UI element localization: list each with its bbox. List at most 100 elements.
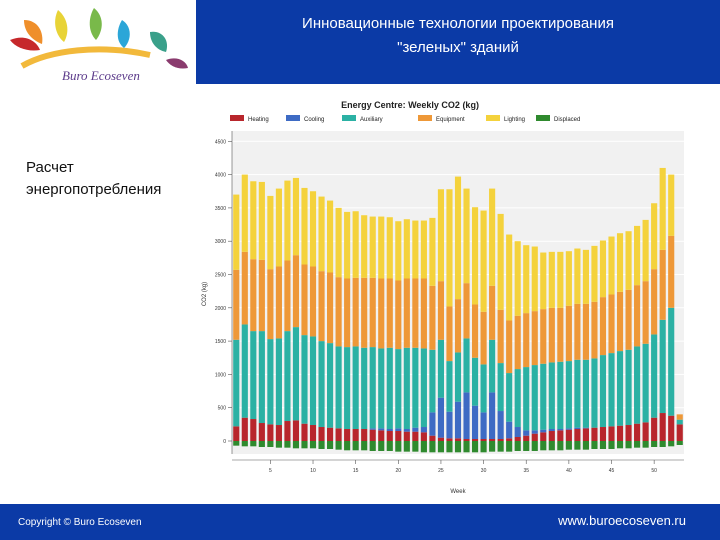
x-tick-label: 10: [310, 468, 316, 474]
bar-lighting-week-42: [582, 249, 589, 304]
bar-heating-week-29: [471, 439, 479, 441]
bar-heating-week-3: [250, 419, 257, 441]
bar-lighting-week-46: [616, 233, 624, 292]
y-axis: 0 500 1000 1500 2000 2500 3000 3500 4000 4500: [215, 131, 233, 454]
bar-auxiliary-week-40: [565, 361, 572, 429]
bar-equipment-week-29: [471, 304, 479, 358]
bar-lighting-week-51: [659, 167, 666, 250]
bar-auxiliary-week-27: [454, 352, 462, 402]
bar-cooling-week-35: [523, 430, 530, 436]
bar-lighting-week-15: [352, 211, 359, 278]
bar-cooling-week-28: [463, 392, 470, 440]
bar-lighting-week-17: [369, 216, 376, 278]
bar-heating-week-48: [634, 423, 641, 441]
left-text: Расчет энергопотребления: [26, 157, 196, 201]
bar-heating-week-47: [625, 425, 632, 441]
bar-heating-week-49: [642, 422, 649, 441]
bar-cooling-week-37: [540, 429, 547, 433]
bar-auxiliary-week-3: [250, 331, 257, 420]
legend-label-auxiliary: Auxiliary: [360, 117, 383, 123]
bar-heating-week-52: [668, 415, 675, 441]
chart: Energy Centre: Weekly CO2 (kg) Heating Co…: [200, 92, 716, 504]
bar-cooling-week-32: [497, 411, 504, 440]
bar-auxiliary-week-44: [599, 355, 607, 428]
bar-auxiliary-week-50: [651, 334, 658, 418]
bar-displaced-week-23: [420, 441, 427, 453]
logo-leaf-green: [89, 8, 102, 40]
bar-auxiliary-week-6: [275, 338, 282, 426]
bar-heating-week-44: [599, 427, 607, 441]
legend-swatch-equipment: [418, 115, 432, 121]
bar-equipment-week-37: [540, 309, 547, 364]
chart-legend: Heating Cooling Auxiliary Equipment Lighting…: [230, 115, 580, 123]
bar-heating-week-42: [582, 428, 589, 441]
bar-equipment-week-2: [241, 251, 248, 325]
bar-auxiliary-week-32: [497, 363, 504, 412]
y-tick-label: 1000: [215, 372, 226, 378]
x-tick-label: 40: [566, 468, 572, 474]
bar-lighting-week-19: [386, 217, 393, 279]
bar-displaced-week-17: [369, 441, 376, 451]
bar-displaced-week-32: [497, 441, 504, 452]
bar-lighting-week-47: [625, 231, 632, 290]
bar-cooling-week-26: [446, 411, 453, 439]
bar-lighting-week-44: [599, 240, 607, 298]
bar-auxiliary-week-46: [616, 351, 624, 426]
bar-heating-week-21: [403, 431, 410, 441]
y-tick-label: 4500: [215, 139, 226, 145]
bar-heating-week-39: [557, 430, 564, 441]
bar-displaced-week-24: [429, 441, 436, 453]
bar-displaced-week-1: [233, 441, 240, 446]
y-tick-label: 4000: [215, 173, 226, 179]
x-axis-label: Week: [450, 489, 466, 495]
left-text-line1: Расчет: [26, 159, 74, 176]
bar-lighting-week-18: [378, 216, 385, 279]
bar-displaced-week-10: [309, 441, 317, 449]
bar-displaced-week-28: [463, 441, 470, 453]
bar-lighting-week-24: [429, 217, 436, 286]
bar-equipment-week-22: [412, 278, 419, 348]
bar-displaced-week-5: [267, 441, 274, 447]
bar-auxiliary-week-38: [548, 362, 555, 430]
bar-cooling-week-22: [412, 427, 419, 432]
bar-lighting-week-34: [514, 241, 521, 316]
bar-cooling-week-38: [548, 429, 555, 432]
bar-displaced-week-8: [292, 441, 300, 449]
bar-heating-week-8: [292, 420, 300, 441]
logo-leaf-teal: [150, 31, 168, 52]
logo-leaf-red: [10, 37, 40, 51]
bar-cooling-week-30: [480, 412, 487, 440]
bar-lighting-week-4: [258, 181, 265, 260]
x-axis: 5 10 15 20 25 30 35 40 45 50: [232, 459, 684, 474]
bar-heating-week-43: [591, 427, 598, 441]
y-tick-label: 2000: [215, 306, 226, 312]
header-band: [196, 0, 720, 84]
bar-cooling-week-29: [471, 405, 479, 440]
legend-label-lighting: Lighting: [504, 117, 525, 123]
legend-swatch-auxiliary: [342, 115, 356, 121]
bar-lighting-week-5: [267, 195, 274, 270]
bar-lighting-week-11: [318, 196, 325, 272]
bar-heating-week-2: [241, 417, 248, 441]
bar-equipment-week-21: [403, 278, 410, 348]
bar-displaced-week-4: [258, 441, 265, 447]
slide-title-line1: Инновационные технологии проектирования: [302, 15, 614, 32]
bar-equipment-week-41: [574, 303, 581, 360]
bar-lighting-week-33: [506, 234, 513, 321]
bar-heating-week-35: [523, 435, 530, 441]
bar-equipment-week-19: [386, 278, 393, 348]
y-tick-label: 500: [218, 406, 227, 412]
bar-cooling-week-40: [565, 428, 572, 430]
bar-heating-week-17: [369, 429, 376, 441]
bar-cooling-week-17: [369, 428, 376, 430]
bar-auxiliary-week-19: [386, 347, 393, 430]
bar-auxiliary-week-49: [642, 343, 649, 423]
bar-auxiliary-week-16: [361, 347, 368, 430]
bar-equipment-week-36: [531, 311, 538, 366]
bar-heating-week-26: [446, 438, 453, 441]
bar-lighting-week-52: [668, 174, 675, 236]
bar-heating-week-5: [267, 424, 274, 441]
bar-equipment-week-38: [548, 307, 555, 363]
bar-displaced-week-22: [412, 441, 419, 452]
bar-heating-week-22: [412, 431, 419, 441]
